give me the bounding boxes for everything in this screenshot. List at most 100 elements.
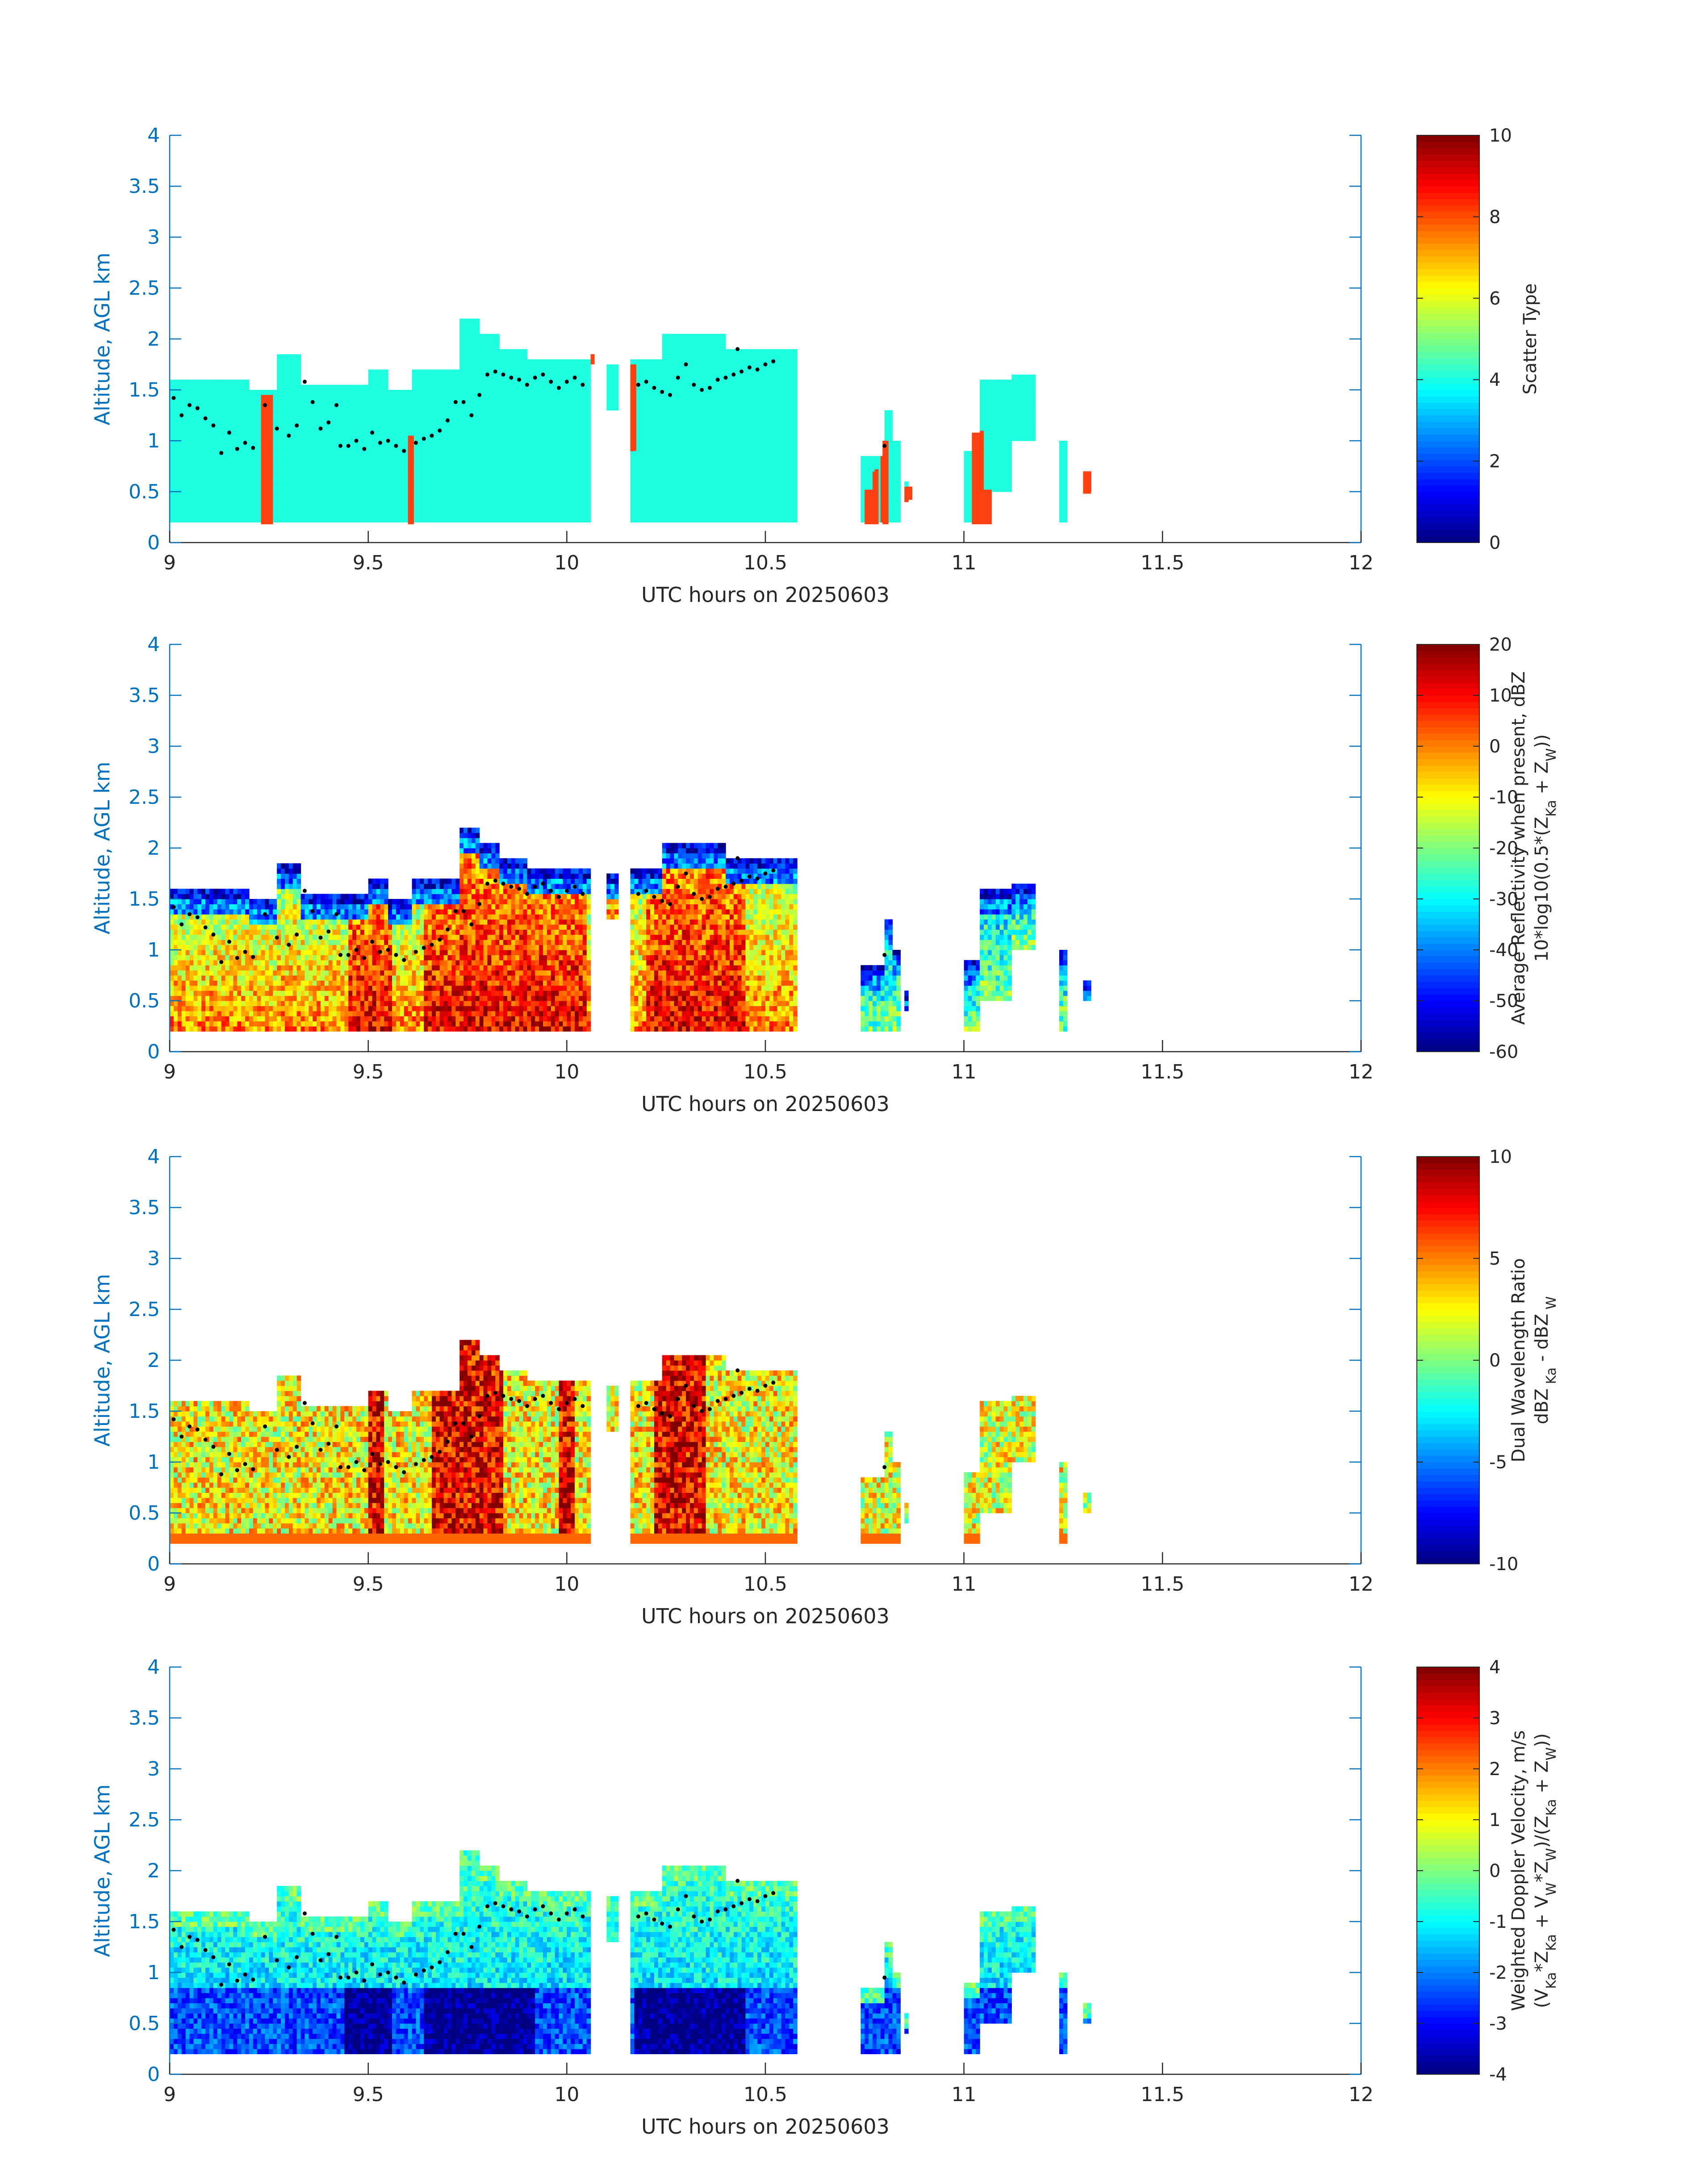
heatmap-cell	[245, 380, 250, 385]
heatmap-cell	[281, 436, 285, 441]
heatmap-cell	[249, 400, 254, 405]
heatmap-cell	[348, 395, 353, 400]
heatmap-cell	[213, 492, 218, 497]
heatmap-cell	[321, 395, 325, 400]
heatmap-cell	[356, 487, 361, 492]
heatmap-cell	[337, 497, 341, 502]
heatmap-cell	[352, 456, 357, 461]
heatmap-cell	[197, 410, 202, 416]
heatmap-cell	[233, 497, 238, 502]
heatmap-cell	[301, 385, 305, 390]
heatmap-cell	[376, 430, 381, 436]
heatmap-cell	[364, 471, 369, 476]
heatmap-cell	[281, 512, 285, 518]
heatmap-cell	[190, 436, 194, 441]
heatmap-cell	[301, 487, 305, 492]
heatmap-cell	[253, 476, 258, 482]
heatmap-cell	[233, 481, 238, 487]
heatmap-cell	[217, 400, 222, 405]
heatmap-cell	[376, 385, 381, 390]
heatmap-cell	[261, 390, 266, 395]
heatmap-cell	[340, 395, 345, 400]
heatmap-cell	[201, 507, 206, 512]
heatmap-cell	[329, 487, 333, 492]
heatmap-cell	[289, 410, 293, 416]
heatmap-cell	[233, 400, 238, 405]
heatmap-cell	[193, 492, 198, 497]
heatmap-cell	[241, 385, 246, 390]
heatmap-cell	[289, 385, 293, 390]
heatmap-cell	[281, 441, 285, 446]
heatmap-cell	[241, 471, 246, 476]
heatmap-cell	[249, 395, 254, 400]
heatmap-cell	[205, 446, 210, 451]
heatmap-cell	[384, 481, 388, 487]
heatmap-cell	[297, 492, 301, 497]
heatmap-cell	[233, 492, 238, 497]
heatmap-cell	[178, 441, 182, 446]
heatmap-cell	[273, 471, 277, 476]
heatmap-cell	[237, 430, 242, 436]
heatmap-cell	[333, 492, 337, 497]
heatmap-cell	[213, 461, 218, 467]
heatmap-cell	[285, 456, 289, 461]
heatmap-cell	[190, 395, 194, 400]
heatmap-cell	[257, 410, 262, 416]
heatmap-cell	[273, 512, 277, 518]
heatmap-cell	[209, 446, 214, 451]
heatmap-cell	[305, 497, 309, 502]
heatmap-cell	[213, 481, 218, 487]
heatmap-cell	[193, 512, 198, 518]
heatmap-cell	[321, 517, 325, 522]
heatmap-cell	[305, 451, 309, 456]
heatmap-cell	[257, 395, 262, 400]
heatmap-cell	[182, 497, 186, 502]
heatmap-cell	[337, 487, 341, 492]
heatmap-cell	[360, 517, 365, 522]
heatmap-cell	[245, 466, 250, 472]
heatmap-cell	[313, 420, 317, 426]
heatmap-cell	[321, 456, 325, 461]
heatmap-cell	[170, 405, 174, 410]
heatmap-cell	[333, 390, 337, 395]
heatmap-cell	[233, 441, 238, 446]
heatmap-cell	[293, 456, 297, 461]
heatmap-cell	[281, 390, 285, 395]
heatmap-cell	[249, 436, 254, 441]
heatmap-cell	[344, 502, 349, 507]
heatmap-cell	[321, 441, 325, 446]
heatmap-cell	[301, 415, 305, 421]
heatmap-cell	[368, 451, 373, 456]
heatmap-cell	[313, 481, 317, 487]
heatmap-cell	[289, 471, 293, 476]
heatmap-cell	[376, 446, 381, 451]
heatmap-cell	[297, 359, 301, 365]
heatmap-cell	[229, 497, 234, 502]
heatmap-cell	[337, 461, 341, 467]
heatmap-cell	[226, 400, 230, 405]
heatmap-cell	[293, 476, 297, 482]
heatmap-cell	[257, 466, 262, 472]
heatmap-cell	[329, 481, 333, 487]
heatmap-cell	[229, 441, 234, 446]
heatmap-cell	[384, 461, 388, 467]
heatmap-cell	[221, 405, 226, 410]
heatmap-cell	[344, 471, 349, 476]
heatmap-cell	[226, 390, 230, 395]
heatmap-cell	[317, 507, 321, 512]
heatmap-cell	[293, 364, 297, 370]
heatmap-cell	[174, 451, 178, 456]
heatmap-cell	[241, 466, 246, 472]
heatmap-cell	[317, 390, 321, 395]
heatmap-cell	[217, 471, 222, 476]
heatmap-cell	[329, 385, 333, 390]
heatmap-cell	[325, 517, 329, 522]
heatmap-cell	[257, 456, 262, 461]
heatmap-cell	[305, 446, 309, 451]
heatmap-cell	[333, 502, 337, 507]
heatmap-cell	[174, 380, 178, 385]
heatmap-cell	[193, 446, 198, 451]
heatmap-cell	[301, 426, 305, 431]
heatmap-cell	[285, 415, 289, 421]
heatmap-cell	[178, 497, 182, 502]
